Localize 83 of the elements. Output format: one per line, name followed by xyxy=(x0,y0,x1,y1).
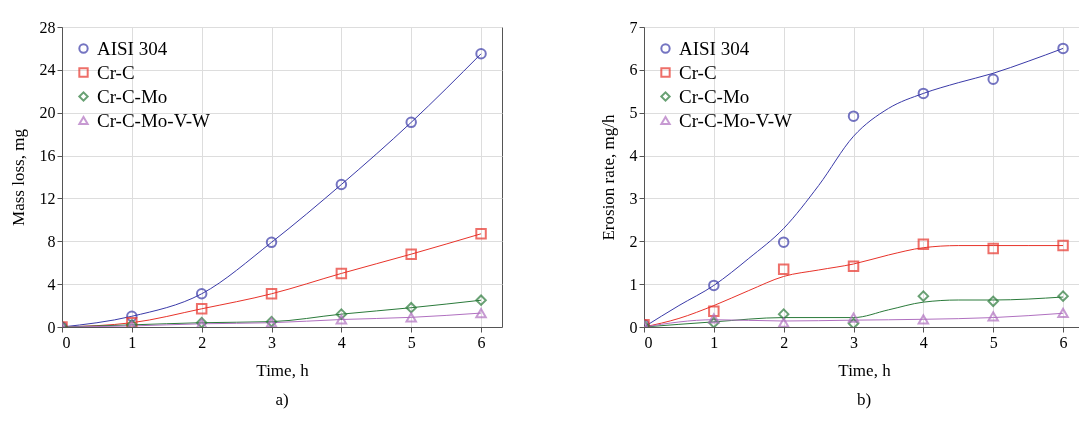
legend-label: Cr-C-Mo-V-W xyxy=(679,109,792,131)
point xyxy=(777,263,790,275)
point xyxy=(1057,239,1069,252)
text: a) xyxy=(275,390,289,409)
legend-label: AISI 304 xyxy=(97,37,168,59)
x-tick-label: 5 xyxy=(989,333,998,351)
point xyxy=(708,279,720,292)
point xyxy=(195,303,208,315)
point xyxy=(777,236,790,248)
legend-label: Cr-C-Mo xyxy=(97,85,168,107)
x-tick-label: 1 xyxy=(128,333,137,351)
point xyxy=(847,317,860,327)
y-tick-label: 0 xyxy=(629,318,638,336)
point xyxy=(335,314,348,325)
y-tick-label: 4 xyxy=(47,275,56,293)
point xyxy=(987,295,999,308)
point xyxy=(1057,290,1069,302)
point xyxy=(987,311,999,322)
y-tick-label: 3 xyxy=(629,189,638,207)
point xyxy=(335,308,348,320)
point xyxy=(917,238,930,251)
point xyxy=(917,290,930,302)
y-tick-label: 6 xyxy=(629,61,638,79)
point xyxy=(475,48,487,60)
point xyxy=(126,310,138,323)
point xyxy=(475,294,487,306)
y-tick-label: 4 xyxy=(629,147,638,165)
x-tick-label: 1 xyxy=(710,333,719,351)
point xyxy=(405,301,417,314)
y-tick-label: 8 xyxy=(47,232,56,250)
y-tick-label: 7 xyxy=(629,18,638,36)
point xyxy=(917,314,930,325)
text: b) xyxy=(856,390,872,409)
legend-label: Cr-C xyxy=(679,61,717,83)
point xyxy=(475,228,487,240)
point xyxy=(195,288,208,300)
x-tick-label: 2 xyxy=(780,333,789,351)
point xyxy=(475,307,487,319)
y-tick-label: 16 xyxy=(39,147,56,165)
y-tick-label: 24 xyxy=(39,61,56,79)
y-tick-label: 20 xyxy=(39,104,56,122)
point xyxy=(335,178,348,191)
y-tick-label: 5 xyxy=(629,104,638,122)
x-tick-label: 4 xyxy=(919,333,928,351)
legend-label: Cr-C-Mo xyxy=(679,85,750,107)
point xyxy=(847,260,860,272)
point xyxy=(777,308,790,320)
y-tick-label: 2 xyxy=(629,232,638,250)
x-axis-title: Time, h xyxy=(838,360,892,380)
point xyxy=(847,110,860,122)
point xyxy=(405,312,417,323)
legend-label: AISI 304 xyxy=(679,37,750,59)
x-tick-label: 4 xyxy=(337,333,346,351)
legend-label: Cr-C xyxy=(97,61,135,83)
point xyxy=(987,242,999,255)
x-tick-label: 0 xyxy=(644,333,653,351)
x-tick-label: 6 xyxy=(1059,333,1068,351)
point xyxy=(405,248,417,260)
x-tick-label: 0 xyxy=(62,333,71,351)
point xyxy=(708,305,720,317)
point xyxy=(265,236,278,249)
y-tick-label: 0 xyxy=(47,318,56,336)
point xyxy=(265,288,278,300)
point xyxy=(847,312,860,323)
y-axis-title: Mass loss, mg xyxy=(8,128,28,226)
y-tick-label: 12 xyxy=(39,189,56,207)
y-tick-label: 28 xyxy=(39,18,56,36)
point xyxy=(1057,42,1069,55)
x-tick-label: 2 xyxy=(198,333,207,351)
y-axis-title: Erosion rate, mg/h xyxy=(598,113,618,241)
point xyxy=(917,87,930,100)
point xyxy=(987,73,999,86)
point xyxy=(335,267,348,280)
y-tick-label: 1 xyxy=(629,275,638,293)
point xyxy=(405,116,417,129)
x-tick-label: 3 xyxy=(850,333,859,351)
point xyxy=(1057,307,1069,318)
x-axis-title: Time, h xyxy=(256,360,310,380)
x-tick-label: 6 xyxy=(477,333,486,351)
legend-label: Cr-C-Mo-V-W xyxy=(97,109,210,131)
x-tick-label: 3 xyxy=(268,333,277,351)
point xyxy=(777,317,790,327)
x-tick-label: 5 xyxy=(407,333,416,351)
